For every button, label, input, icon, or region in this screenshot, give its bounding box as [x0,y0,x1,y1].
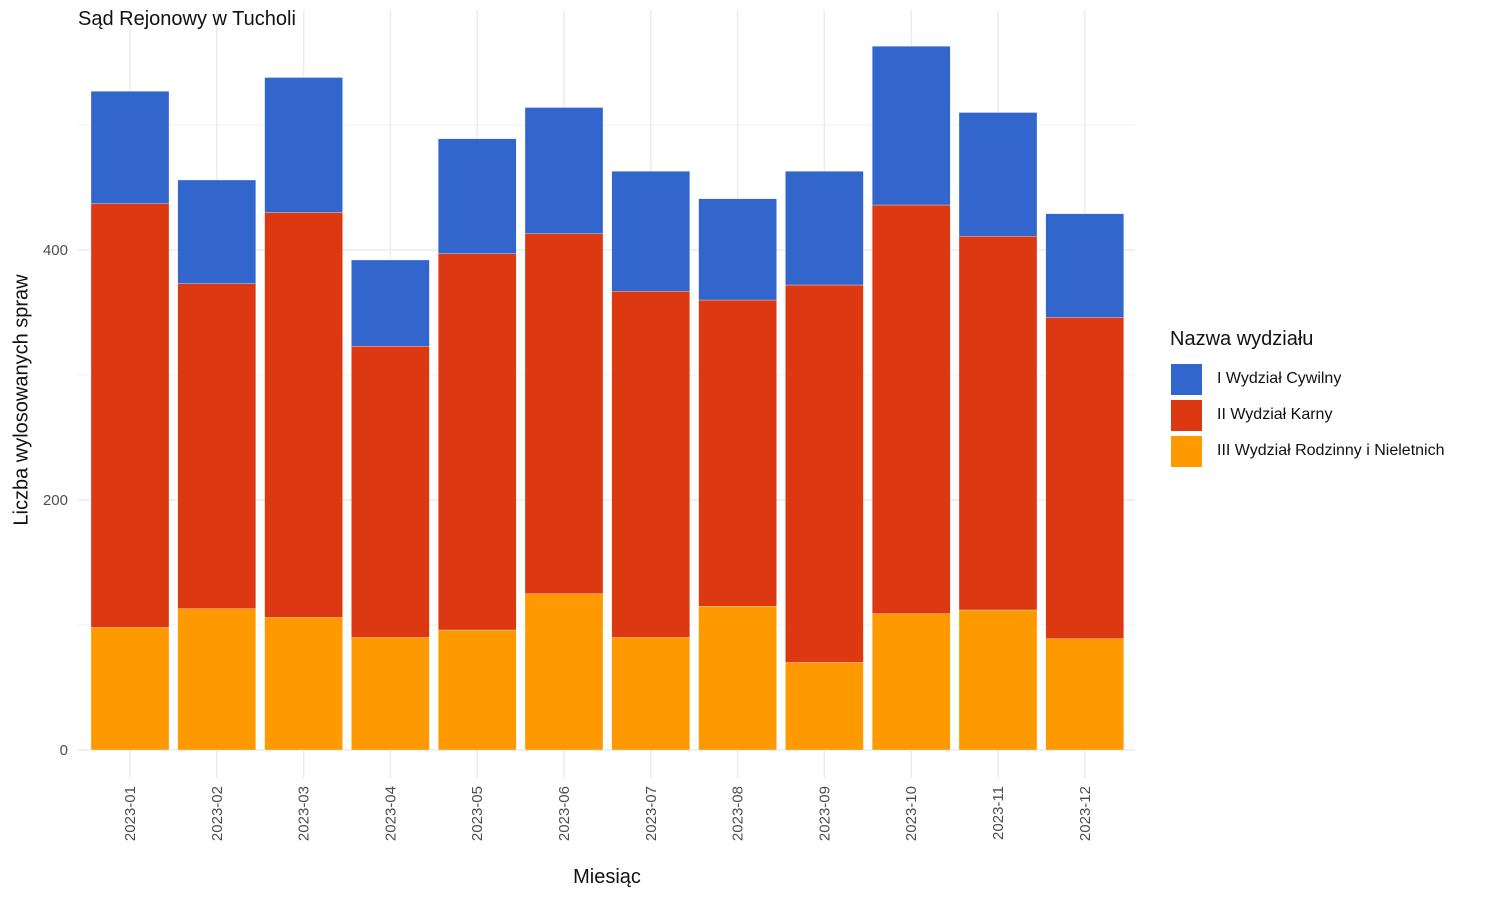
legend-label-karny: II Wydział Karny [1217,406,1333,423]
bar-segment [90,627,170,751]
legend-key-karny [1170,398,1203,432]
bar-segment [177,179,256,284]
bar-segment [264,617,343,751]
bar-segment [785,171,864,286]
bar-segment [1045,638,1124,751]
legend: Nazwa wydziału I Wydział Cywilny II Wydz… [1170,328,1445,469]
legend-item-cywilny: I Wydział Cywilny [1170,361,1445,397]
bar-segment [351,346,430,638]
x-tick-label: 2023-08 [730,786,747,841]
bar-segment [1045,213,1124,318]
bar-segment [872,613,951,751]
bar-segment [351,637,430,751]
bar-segment [698,606,777,751]
bar-segment [872,204,951,614]
x-tick-label: 2023-04 [382,786,399,841]
bar-segment [90,203,170,628]
bar-segment [611,291,690,638]
bar-segment [611,637,690,751]
x-tick-label: 2023-09 [816,786,833,841]
x-axis-label: Miesiąc [573,866,641,888]
x-tick-label: 2023-02 [209,786,226,841]
y-tick-label: 400 [43,242,68,259]
bar-segment [90,91,170,204]
y-tick-label: 0 [60,742,68,759]
bar-segment [351,259,430,347]
x-tick-label: 2023-10 [903,786,920,841]
bars-group [90,46,1124,751]
chart-title: Sąd Rejonowy w Tucholi [78,8,296,30]
legend-key-rodzinny [1170,434,1203,468]
bar-segment [438,629,517,751]
x-tick-label: 2023-03 [296,786,313,841]
bar-segment [958,112,1038,237]
bar-segment [264,212,343,618]
legend-label-rodzinny: III Wydział Rodzinny i Nieletnich [1217,442,1445,459]
bar-segment [438,253,517,631]
y-axis-label: Liczba wylosowanych spraw [10,274,33,526]
bar-segment [524,107,604,234]
legend-key-cywilny [1170,362,1203,396]
bar-segment [958,609,1038,751]
x-tick-label: 2023-05 [469,786,486,841]
bar-segment [177,283,256,609]
legend-item-rodzinny: III Wydział Rodzinny i Nieletnich [1170,433,1445,469]
bar-segment [698,198,777,301]
bar-segment [524,233,604,594]
bar-segment [524,593,604,751]
y-tick-labels: 0 200 400 [43,242,68,759]
x-tick-label: 2023-06 [556,786,573,841]
x-tick-label: 2023-11 [990,786,1007,840]
bar-segment [872,46,951,206]
bar-segment [1045,317,1124,639]
y-tick-label: 200 [43,492,68,509]
bar-segment [438,138,517,254]
legend-label-cywilny: I Wydział Cywilny [1217,370,1342,387]
bar-segment [785,284,864,663]
legend-title: Nazwa wydziału [1170,328,1314,350]
x-tick-labels: 2023-01 2023-02 2023-03 2023-04 2023-05 2023-… [122,786,1094,841]
bar-segment [698,299,777,607]
legend-item-karny: II Wydział Karny [1170,397,1445,433]
bar-segment [177,608,256,751]
x-tick-label: 2023-12 [1077,786,1094,841]
bar-segment [785,662,864,751]
bar-segment [958,236,1038,611]
x-tick-label: 2023-07 [643,786,660,841]
bar-segment [264,77,343,213]
x-tick-label: 2023-01 [122,786,139,841]
bar-segment [611,171,690,292]
